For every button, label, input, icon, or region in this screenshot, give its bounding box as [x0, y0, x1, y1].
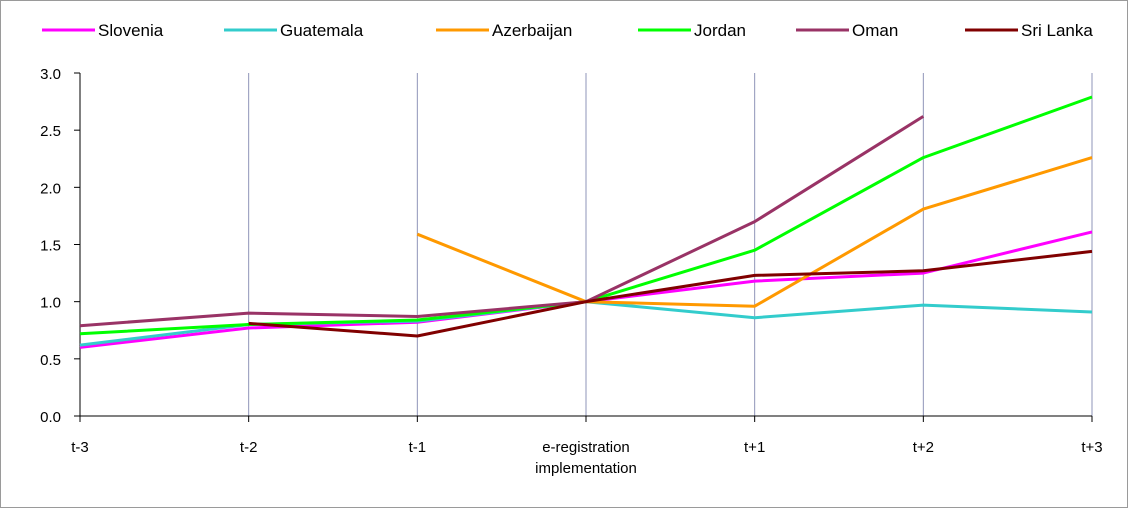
legend-item-sri-lanka: Sri Lanka	[965, 21, 1093, 40]
legend-label: Oman	[852, 21, 898, 40]
x-tick-label: t-2	[240, 439, 258, 456]
x-tick-label: t+3	[1081, 439, 1102, 456]
legend-item-guatemala: Guatemala	[224, 21, 364, 40]
x-tick-label-line: e-registration	[542, 439, 630, 456]
series-line-azerbaijan	[416, 156, 1093, 308]
y-tick-label: 1.5	[40, 238, 61, 255]
legend: Slovenia Guatemala Azerbaijan Jordan Oman Sri…	[42, 21, 1093, 40]
x-tick-label-line: t+1	[744, 439, 765, 456]
series-lines	[79, 95, 1093, 349]
series-line-oman	[79, 115, 925, 328]
y-tick-label: 2.5	[40, 123, 61, 140]
legend-label: Sri Lanka	[1021, 21, 1093, 40]
vertical-gridlines	[248, 73, 1093, 416]
y-tick-label: 1.0	[40, 295, 61, 312]
x-tick-label: t-1	[409, 439, 427, 456]
x-tick-label-line: t+3	[1081, 439, 1102, 456]
y-axis-ticks: 0.0 0.5 1.0 1.5 2.0 2.5 3.0	[40, 66, 80, 426]
x-tick-label: e-registration implementation	[535, 439, 637, 477]
y-tick-label: 2.0	[40, 180, 61, 197]
y-tick-label: 0.0	[40, 409, 61, 426]
x-tick-label-line: t-2	[240, 439, 258, 456]
series-line-sri-lanka	[248, 249, 1093, 338]
legend-item-azerbaijan: Azerbaijan	[436, 21, 572, 40]
y-tick-label: 3.0	[40, 66, 61, 83]
x-tick-label-line: implementation	[535, 460, 637, 477]
x-tick-label-line: t-3	[71, 439, 89, 456]
x-tick-label-line: t-1	[409, 439, 427, 456]
y-tick-label: 0.5	[40, 352, 61, 369]
legend-item-oman: Oman	[796, 21, 898, 40]
x-tick-label: t+2	[913, 439, 934, 456]
legend-label: Azerbaijan	[492, 21, 572, 40]
legend-label: Guatemala	[280, 21, 364, 40]
legend-label: Slovenia	[98, 21, 164, 40]
legend-label: Jordan	[694, 21, 746, 40]
legend-item-jordan: Jordan	[638, 21, 746, 40]
x-tick-label: t+1	[744, 439, 765, 456]
x-tick-label: t-3	[71, 439, 89, 456]
x-axis-ticks: t-3 t-2 t-1 e-registration implementation t+1…	[71, 416, 1103, 477]
legend-item-slovenia: Slovenia	[42, 21, 164, 40]
x-tick-label-line: t+2	[913, 439, 934, 456]
